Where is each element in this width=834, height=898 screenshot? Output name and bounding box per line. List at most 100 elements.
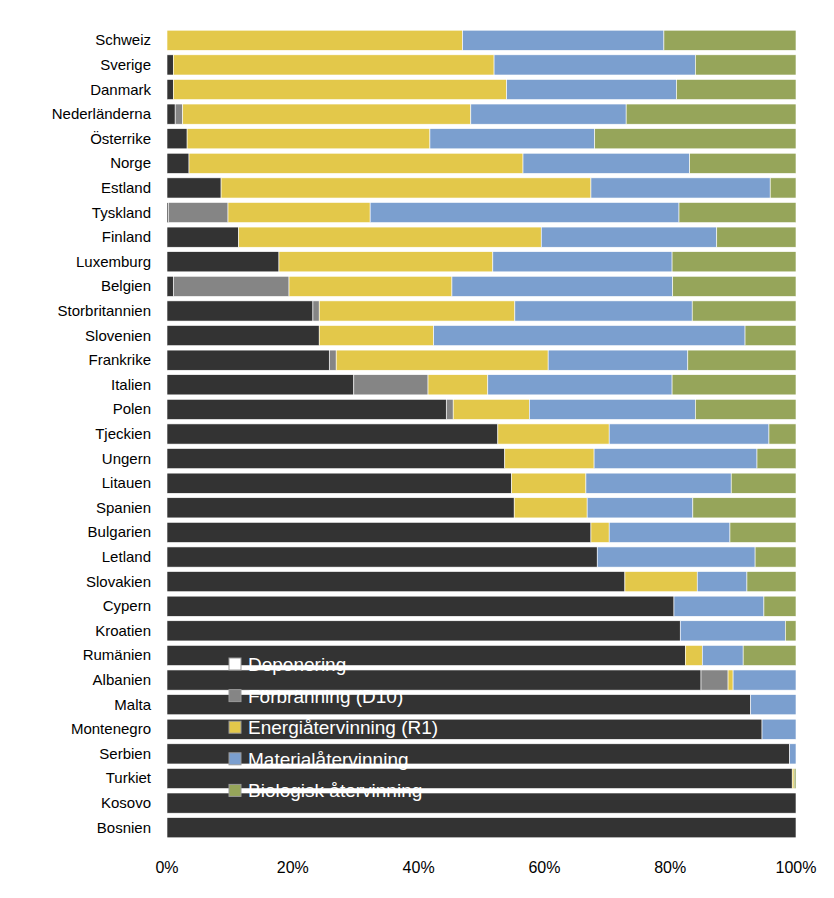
tick-mark [292,840,293,843]
bar-segment [697,572,747,592]
tick-label: 60% [528,859,560,876]
bar-segment [221,178,591,198]
bar-segment [591,522,609,542]
bar-segment [167,252,279,272]
legend: DeponeringFörbränning (D10)Energiåtervin… [229,654,438,801]
bar-segment [597,547,755,567]
bar-segment [664,30,796,50]
bar-segment [695,55,796,75]
category-label: Polen [113,400,151,417]
bar-segment [731,473,796,493]
bar-segment [167,79,173,99]
category-label: Montenegro [71,720,151,737]
bar-segment [757,449,796,469]
bar-segment [167,424,498,444]
bar-segment [512,473,586,493]
bars [167,30,796,838]
category-label: Serbien [99,745,151,762]
category-label: Albanien [93,671,151,688]
category-label: Bosnien [97,819,151,836]
bar-segment [452,276,673,296]
bar-segment [688,350,796,370]
bar-segment [685,645,702,665]
tick-mark [544,840,545,843]
bar-segment [745,325,796,345]
category-label: Italien [111,376,151,393]
bar-segment [167,473,512,493]
bar-segment [167,818,796,838]
bar-segment [609,522,730,542]
bar-segment [167,178,221,198]
bar-segment [672,375,796,395]
legend-label: Förbränning (D10) [248,686,403,707]
bar-segment [755,547,796,567]
bar-segment [785,621,796,641]
bar-segment [189,153,523,173]
bar-segment [488,375,672,395]
bar-segment [187,129,430,149]
category-label: Nederländerna [52,105,152,122]
bar-segment [167,104,175,124]
tick-label: 40% [403,859,435,876]
tick-label: 0% [155,859,178,876]
category-label: Storbritannien [58,302,151,319]
legend-swatch [229,721,241,733]
bar-segment [313,301,319,321]
bar-segment [514,498,587,518]
bar-segment [493,252,672,272]
bar-segment [595,129,796,149]
legend-label: Biologisk återvinning [248,780,422,801]
tick-mark [167,840,168,843]
category-label: Slovenien [85,327,151,344]
category-label: Finland [102,228,151,245]
legend-label: Materialåtervinning [248,749,409,770]
bar-segment [679,202,796,222]
bar-segment [762,719,796,739]
bar-segment [676,79,796,99]
bar-segment [319,325,433,345]
bar-segment [674,596,764,616]
bar-segment [289,276,452,296]
category-label: Litauen [102,474,151,491]
bar-segment [747,572,796,592]
bar-segment [507,79,677,99]
bar-segment [701,670,728,690]
legend-label: Deponering [248,654,346,675]
bar-segment [167,301,313,321]
category-label: Malta [114,696,151,713]
bar-segment [167,227,239,247]
bar-segment [167,55,173,75]
bar-segment [790,744,796,764]
bar-segment [434,325,745,345]
category-label: Spanien [96,499,151,516]
bar-segment [167,325,319,345]
tick-mark [670,840,671,843]
bar-segment [167,153,189,173]
bar-segment [764,596,796,616]
bar-segment [167,547,597,567]
category-label: Danmark [90,81,151,98]
category-label: Norge [110,154,151,171]
category-label: Kosovo [101,794,151,811]
bar-segment [173,276,289,296]
bar-segment [728,670,733,690]
category-label: Tjeckien [95,425,151,442]
bar-segment [428,375,488,395]
bar-segment [523,153,690,173]
bar-segment [336,350,548,370]
bar-segment [167,498,514,518]
category-label: Österrike [90,130,151,147]
bar-segment [167,129,187,149]
bar-segment [167,596,674,616]
bar-segment [354,375,428,395]
bar-segment [498,424,609,444]
bar-segment [751,695,796,715]
bar-segment [586,473,731,493]
chart: SchweizSverigeDanmarkNederländernaÖsterr… [0,0,834,898]
bar-segment [167,645,685,665]
bar-segment [370,202,679,222]
bar-segment [167,621,680,641]
tick-label: 100% [776,859,817,876]
bar-segment [794,768,796,788]
category-label: Luxemburg [76,253,151,270]
